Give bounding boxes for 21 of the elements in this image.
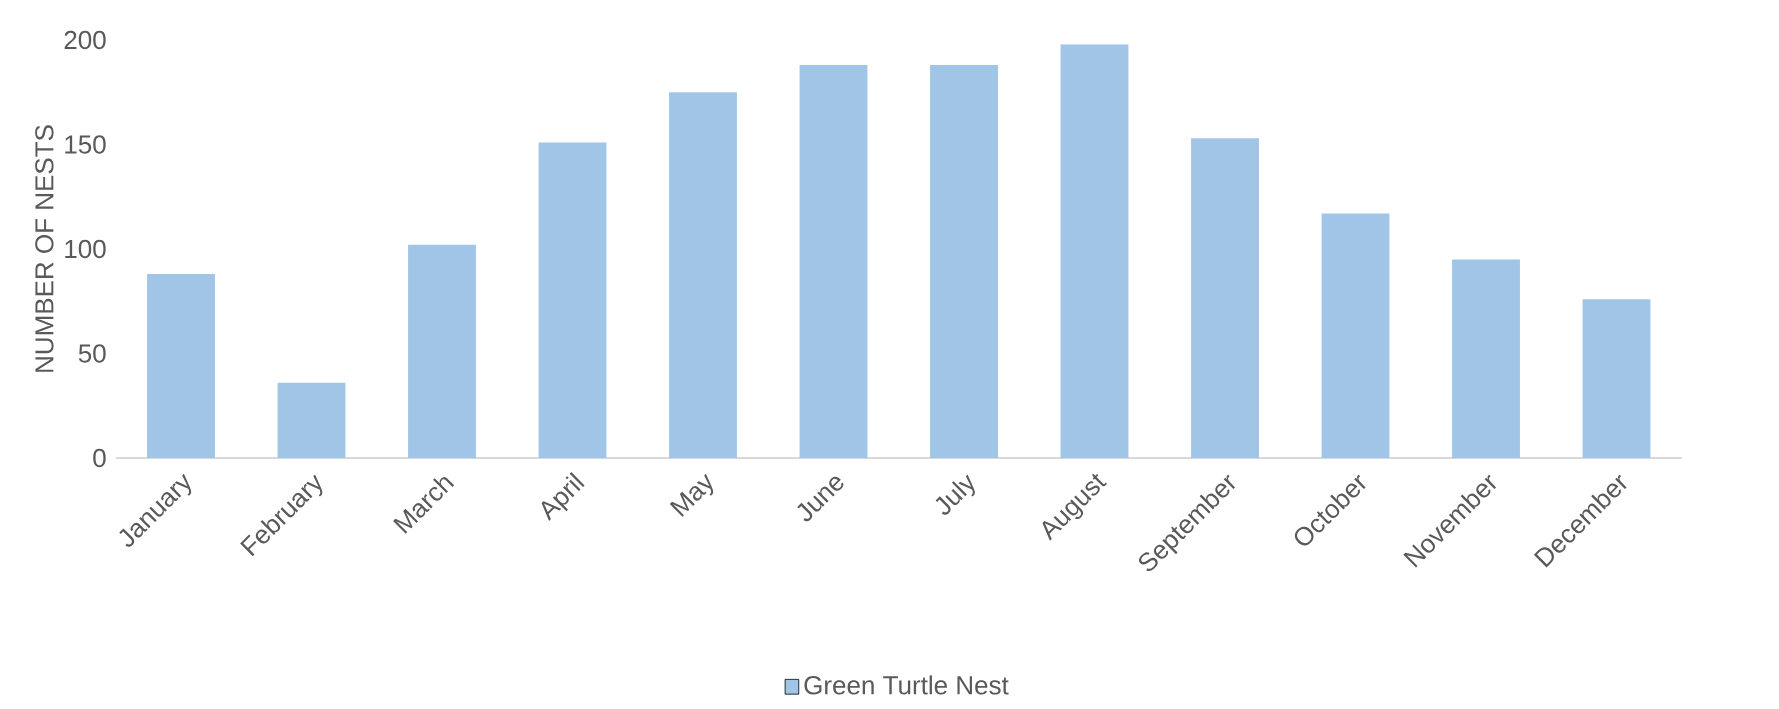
bar <box>799 65 868 458</box>
bar <box>1582 299 1651 458</box>
bar <box>1452 259 1520 458</box>
bar <box>1060 44 1129 458</box>
bar <box>538 142 607 458</box>
y-axis-title: NUMBER OF NESTS <box>35 125 54 372</box>
y-tick-label: 0 <box>93 448 106 468</box>
bar <box>1321 213 1390 458</box>
y-tick-label: 100 <box>65 239 106 259</box>
bar <box>1191 138 1259 458</box>
x-tick-label: July <box>935 474 975 515</box>
bar <box>408 244 476 458</box>
bar <box>930 65 998 458</box>
y-tick-label: 150 <box>65 135 106 154</box>
x-tick-label: May <box>669 473 714 517</box>
bar <box>277 382 346 458</box>
y-tick-label: 50 <box>78 344 106 363</box>
y-tick-label: 200 <box>64 30 106 50</box>
bar <box>147 274 215 458</box>
bar <box>669 92 737 458</box>
legend-label: Green Turtle Nest <box>804 675 1009 695</box>
